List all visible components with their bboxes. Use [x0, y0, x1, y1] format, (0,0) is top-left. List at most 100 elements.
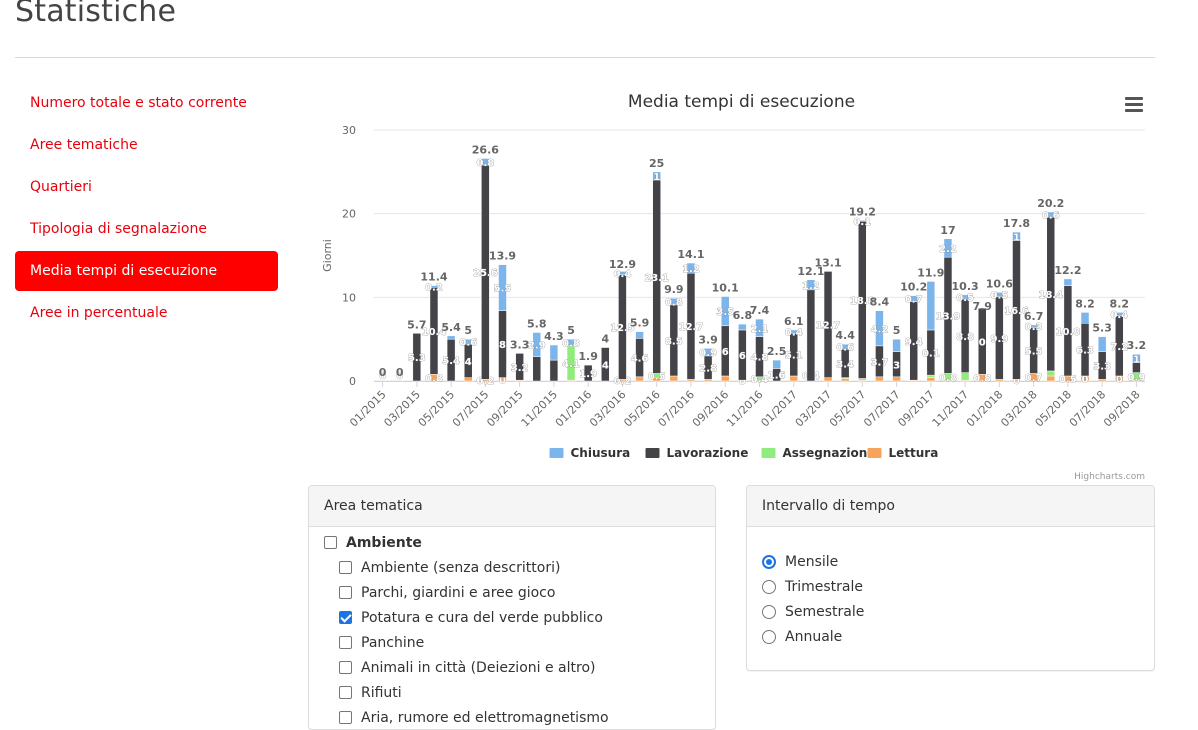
bar-chiusura — [943, 238, 953, 258]
segment-label: 12.7 — [816, 321, 841, 332]
total-label: 12.9 — [609, 258, 636, 271]
checkbox-row[interactable]: Aria, rumore ed elettromagnetismo — [324, 705, 700, 729]
total-label: 8.2 — [1075, 297, 1095, 310]
x-tick-label: 05/2018 — [1033, 388, 1075, 430]
radio-label: Semestrale — [785, 603, 865, 620]
bar-chiusura — [429, 285, 439, 288]
sidebar-item-aree-percentuale[interactable]: Aree in percentuale — [30, 305, 168, 321]
segment-label: 0 — [1116, 374, 1123, 385]
checkbox-label: Parchi, giardini e aree gioco — [361, 584, 556, 601]
segment-label: 18.8 — [850, 296, 875, 307]
checkbox-row-ambiente[interactable]: Ambiente — [324, 530, 700, 555]
segment-label: 0.3 — [1025, 322, 1043, 333]
bar-chiusura — [840, 343, 850, 350]
total-label: 5.8 — [527, 317, 547, 330]
checkbox-checked[interactable] — [339, 611, 352, 624]
checkbox[interactable] — [339, 686, 352, 699]
x-tick-label: 09/2015 — [484, 388, 526, 430]
x-tick-label: 07/2018 — [1067, 388, 1109, 430]
checkbox-row[interactable]: Rifiuti — [324, 680, 700, 705]
bar-chiusura — [618, 271, 627, 275]
bar-lettura — [703, 379, 713, 382]
y-tick-label: 10 — [342, 291, 356, 304]
segment-label: 0.8 — [425, 374, 443, 385]
total-label: 20.2 — [1037, 197, 1064, 210]
bar-lavorazione — [412, 333, 422, 382]
segment-label: 12.5 — [610, 323, 635, 334]
radio-row-trimestrale[interactable]: Trimestrale — [762, 574, 1139, 599]
segment-label: 0.8 — [562, 339, 580, 350]
x-tick-label: 11/2017 — [930, 388, 972, 430]
radio-mensile[interactable] — [762, 554, 776, 569]
segment-label: 1 — [1133, 354, 1140, 365]
bar-chiusura — [463, 338, 473, 345]
bar-chiusura — [1046, 211, 1056, 218]
radio-row-annuale[interactable]: Annuale — [762, 624, 1139, 649]
segment-label: 0.5 — [956, 293, 974, 304]
segment-label: 10.4 — [422, 327, 447, 338]
bar-lettura — [1097, 379, 1107, 382]
checkbox[interactable] — [339, 661, 352, 674]
intervallo-heading: Intervallo di tempo — [747, 486, 1154, 527]
checkbox-row[interactable]: Panchine — [324, 630, 700, 655]
total-label: 14.1 — [677, 248, 704, 261]
total-label: 10.3 — [952, 280, 979, 293]
segment-label: 0.2 — [614, 376, 632, 387]
checkbox-row[interactable]: Ambiente (senza descrittori) — [324, 555, 700, 580]
checkbox-row[interactable]: Potatura e cura del verde pubblico — [324, 605, 700, 630]
hamburger-icon[interactable] — [1125, 97, 1143, 113]
intervallo-panel: Intervallo di tempo Mensile Trimestrale … — [746, 485, 1155, 671]
radio-semestrale[interactable] — [762, 604, 776, 619]
bar-lettura — [669, 375, 679, 382]
checkbox-row[interactable]: Animali in città (Deiezioni e altro) — [324, 655, 700, 680]
checkbox[interactable] — [339, 636, 352, 649]
sidebar-item-media-tempi[interactable]: Media tempi di esecuzione — [15, 251, 278, 291]
bar-assegnazione — [858, 378, 867, 381]
segment-label: 4 — [602, 360, 609, 371]
bar-chiusura — [892, 338, 901, 352]
segment-label: 23.1 — [644, 273, 669, 284]
total-label: 13.9 — [489, 250, 516, 263]
segment-label: 7.2 — [1110, 342, 1128, 353]
segment-label: 5.4 — [442, 356, 460, 367]
sidebar-item-aree-tematiche[interactable]: Aree tematiche — [30, 137, 138, 153]
radio-row-semestrale[interactable]: Semestrale — [762, 599, 1139, 624]
checkbox-ambiente[interactable] — [324, 536, 337, 549]
sidebar-nav: Numero totale e stato corrente Aree tema… — [15, 83, 278, 335]
checkbox[interactable] — [339, 561, 352, 574]
title-divider — [15, 57, 1155, 58]
segment-label: 2.2 — [939, 244, 957, 255]
segment-label: 0.5 — [991, 290, 1009, 301]
sidebar-item-numero-totale[interactable]: Numero totale e stato corrente — [30, 95, 247, 111]
bar-assegnazione — [1046, 370, 1056, 377]
segment-label: 0 — [379, 371, 386, 382]
segment-label: 0.8 — [939, 373, 957, 384]
bar-assegnazione — [960, 372, 970, 381]
segment-label: 0.5 — [648, 372, 666, 383]
bar-lavorazione — [977, 307, 987, 375]
segment-label: 8.8 — [956, 332, 974, 343]
segment-label: 0 — [1082, 374, 1089, 385]
segment-label: 0.4 — [614, 269, 632, 280]
bar-lettura — [823, 377, 833, 382]
checkbox[interactable] — [339, 711, 352, 724]
total-label: 1.9 — [578, 350, 598, 363]
sidebar-item-quartieri[interactable]: Quartieri — [30, 179, 92, 195]
bar-chiusura — [635, 331, 644, 339]
segment-label: 5.5 — [1025, 346, 1043, 357]
segment-label: 0.7 — [1025, 373, 1043, 384]
segment-label: 5.5 — [494, 284, 512, 295]
radio-row-mensile[interactable]: Mensile — [762, 549, 1139, 574]
checkbox[interactable] — [339, 586, 352, 599]
segment-label: 0 — [979, 337, 986, 348]
checkbox-row[interactable]: Parchi, giardini e aree gioco — [324, 580, 700, 605]
x-tick-label: 03/2017 — [793, 388, 835, 430]
radio-annuale[interactable] — [762, 629, 776, 644]
checkbox-label: Ambiente (senza descrittori) — [361, 559, 561, 576]
bar-lettura — [720, 375, 730, 382]
segment-label: 0 — [396, 371, 403, 382]
radio-trimestrale[interactable] — [762, 579, 776, 594]
bar-chiusura — [909, 295, 918, 302]
sidebar-item-tipologia[interactable]: Tipologia di segnalazione — [30, 221, 207, 237]
total-label: 8.2 — [1110, 297, 1130, 310]
